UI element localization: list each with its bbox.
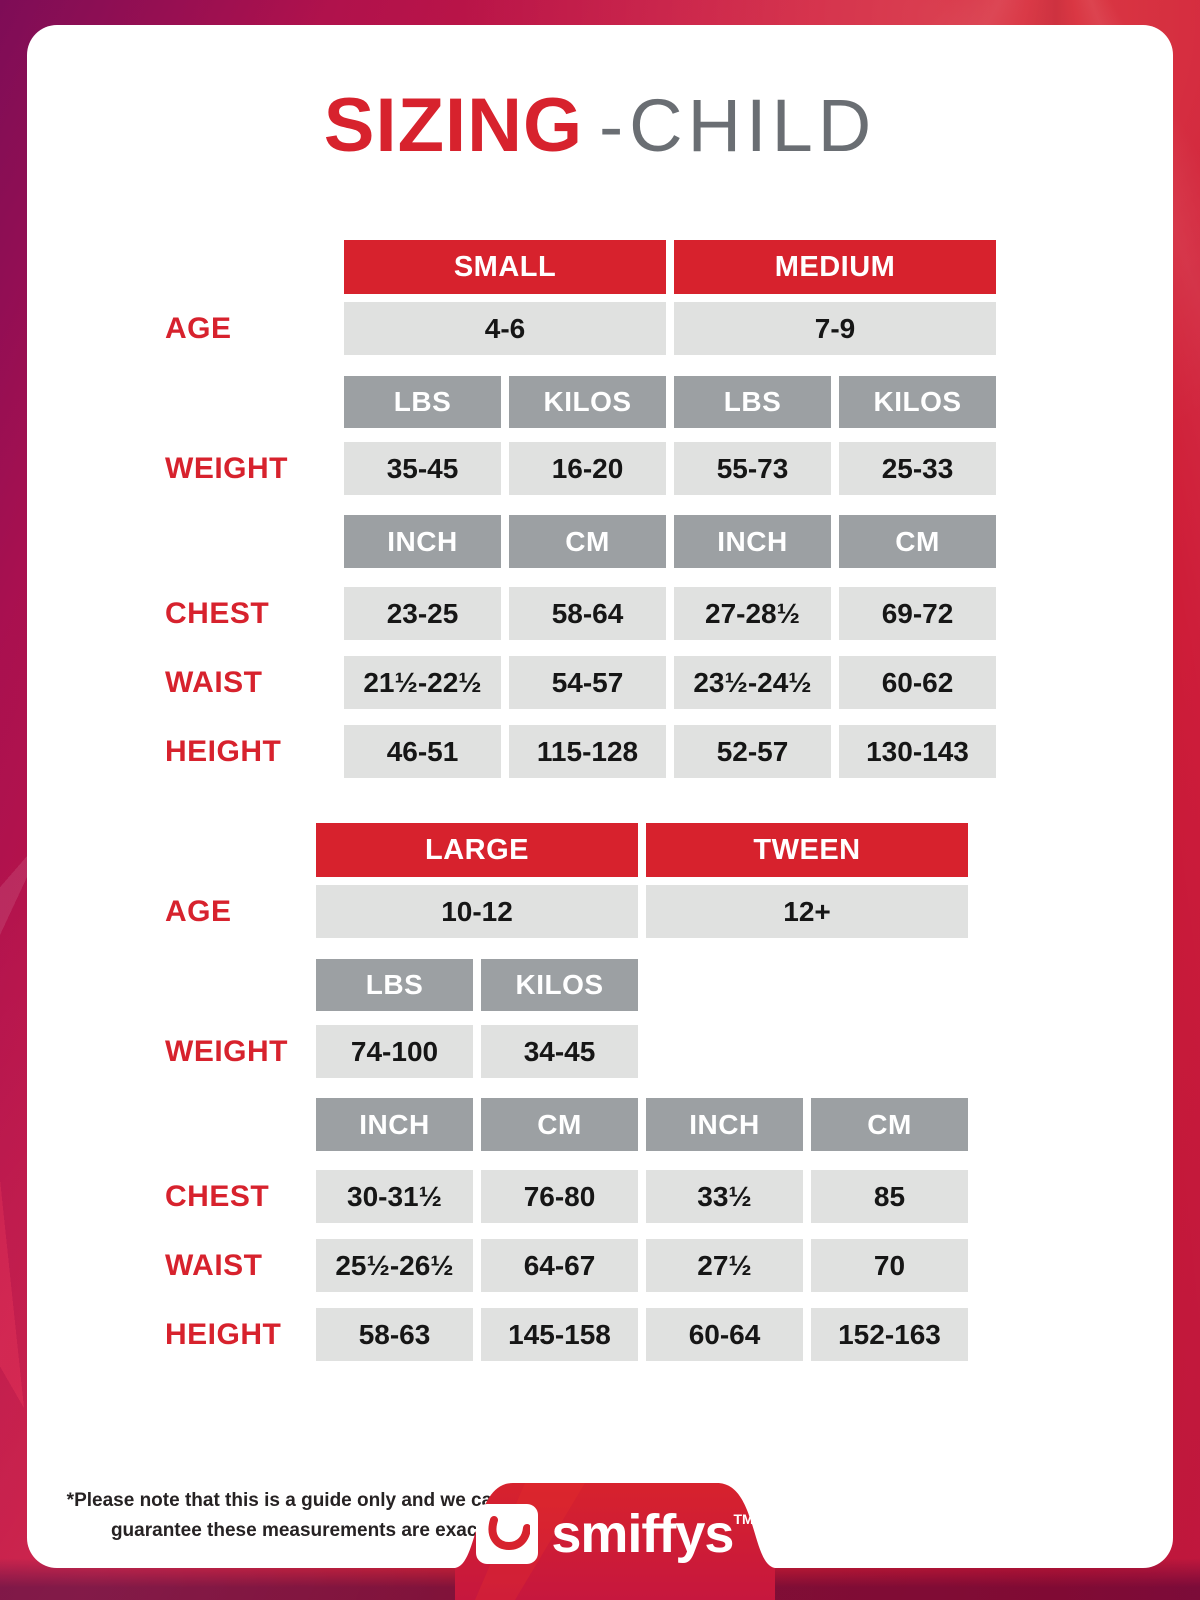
height-value: 60-64	[646, 1308, 803, 1361]
weight-value: 25-33	[839, 442, 996, 495]
title-sizing: SIZING	[323, 83, 584, 168]
age-tween-value: 12+	[646, 885, 968, 938]
chest-value: 27-28½	[674, 587, 831, 640]
height-value: 130-143	[839, 725, 996, 778]
waist-value: 23½-24½	[674, 656, 831, 709]
height-value: 115-128	[509, 725, 666, 778]
waist-label: WAIST	[165, 1248, 263, 1282]
disclaimer-line1: *Please note that this is a guide only a…	[66, 1490, 534, 1511]
chest-value: 30-31½	[316, 1170, 473, 1223]
waist-value: 70	[811, 1239, 968, 1292]
weight-label: WEIGHT	[165, 451, 288, 485]
weight-value: 34-45	[481, 1025, 638, 1078]
unit-header-kilos: KILOS	[509, 376, 666, 428]
unit-header-cm: CM	[481, 1098, 638, 1151]
chest-value: 76-80	[481, 1170, 638, 1223]
sizing-table-large-tween: LARGE TWEEN AGE 10-12 12+ LBS KILOS WEIG…	[165, 823, 968, 1361]
trademark-symbol: TM	[733, 1511, 754, 1527]
unit-header-cm: CM	[509, 515, 666, 568]
waist-value: 54-57	[509, 656, 666, 709]
chest-value: 23-25	[344, 587, 501, 640]
size-header-medium: MEDIUM	[674, 240, 996, 294]
size-header-small: SMALL	[344, 240, 666, 294]
dimension-units-row: INCH CM INCH CM	[165, 515, 996, 568]
label-spacer	[165, 959, 308, 1011]
weight-value: 74-100	[316, 1025, 473, 1078]
brand-logo: smiffysTM	[455, 1503, 775, 1565]
waist-value: 27½	[646, 1239, 803, 1292]
brand-name: smiffysTM	[551, 1503, 753, 1565]
height-label: HEIGHT	[165, 1317, 282, 1351]
weight-label: WEIGHT	[165, 1034, 288, 1068]
brand-logo-tab: smiffysTM	[455, 1483, 775, 1600]
chest-value: 69-72	[839, 587, 996, 640]
smiffys-smile-icon	[476, 1504, 539, 1564]
brand-word: smiffys	[551, 1504, 734, 1564]
label-spacer	[165, 1098, 308, 1151]
weight-value: 16-20	[509, 442, 666, 495]
age-row: AGE 10-12 12+	[165, 885, 968, 938]
sizing-table-small-medium: SMALL MEDIUM AGE 4-6 7-9 LBS KILOS LBS K…	[165, 240, 996, 778]
chest-value: 33½	[646, 1170, 803, 1223]
waist-row: WAIST 25½-26½ 64-67 27½ 70	[165, 1239, 968, 1292]
weight-units-row: LBS KILOS	[165, 959, 968, 1011]
title-separator: -	[599, 87, 624, 167]
unit-header-kilos: KILOS	[481, 959, 638, 1011]
age-row: AGE 4-6 7-9	[165, 302, 996, 355]
chest-value: 85	[811, 1170, 968, 1223]
title-child: CHILD	[629, 84, 877, 167]
weight-value: 55-73	[674, 442, 831, 495]
unit-header-inch: INCH	[344, 515, 501, 568]
height-row: HEIGHT 58-63 145-158 60-64 152-163	[165, 1308, 968, 1361]
unit-header-lbs: LBS	[344, 376, 501, 428]
disclaimer-line2: guarantee these measurements are exact.	[110, 1520, 490, 1542]
unit-header-inch: INCH	[674, 515, 831, 568]
weight-row: WEIGHT 74-100 34-45	[165, 1025, 968, 1078]
height-value: 152-163	[811, 1308, 968, 1361]
age-large-value: 10-12	[316, 885, 638, 938]
label-spacer	[165, 823, 308, 877]
chest-label: CHEST	[165, 596, 270, 630]
waist-row: WAIST 21½-22½ 54-57 23½-24½ 60-62	[165, 656, 996, 709]
dimension-units-row: INCH CM INCH CM	[165, 1098, 968, 1151]
waist-value: 25½-26½	[316, 1239, 473, 1292]
weight-row: WEIGHT 35-45 16-20 55-73 25-33	[165, 442, 996, 495]
label-spacer	[165, 515, 336, 568]
age-label: AGE	[165, 894, 232, 928]
waist-label: WAIST	[165, 665, 263, 699]
label-spacer	[165, 376, 336, 428]
label-spacer	[165, 240, 336, 294]
unit-header-cm: CM	[811, 1098, 968, 1151]
waist-value: 64-67	[481, 1239, 638, 1292]
waist-value: 21½-22½	[344, 656, 501, 709]
disclaimer-note: *Please note that this is a guide only a…	[60, 1486, 540, 1547]
chest-label: CHEST	[165, 1179, 270, 1213]
unit-header-lbs: LBS	[674, 376, 831, 428]
height-value: 58-63	[316, 1308, 473, 1361]
unit-header-inch: INCH	[316, 1098, 473, 1151]
page-title: SIZING -CHILD	[27, 82, 1173, 169]
age-label: AGE	[165, 311, 232, 345]
chest-value: 58-64	[509, 587, 666, 640]
height-value: 52-57	[674, 725, 831, 778]
unit-header-lbs: LBS	[316, 959, 473, 1011]
chest-row: CHEST 23-25 58-64 27-28½ 69-72	[165, 587, 996, 640]
height-label: HEIGHT	[165, 734, 282, 768]
weight-value: 35-45	[344, 442, 501, 495]
weight-units-row: LBS KILOS LBS KILOS	[165, 376, 996, 428]
height-row: HEIGHT 46-51 115-128 52-57 130-143	[165, 725, 996, 778]
chest-row: CHEST 30-31½ 76-80 33½ 85	[165, 1170, 968, 1223]
size-header-tween: TWEEN	[646, 823, 968, 877]
waist-value: 60-62	[839, 656, 996, 709]
height-value: 46-51	[344, 725, 501, 778]
height-value: 145-158	[481, 1308, 638, 1361]
size-header-row: SMALL MEDIUM	[165, 240, 996, 294]
age-medium-value: 7-9	[674, 302, 996, 355]
age-small-value: 4-6	[344, 302, 666, 355]
unit-header-kilos: KILOS	[839, 376, 996, 428]
size-header-large: LARGE	[316, 823, 638, 877]
unit-header-inch: INCH	[646, 1098, 803, 1151]
size-header-row: LARGE TWEEN	[165, 823, 968, 877]
unit-header-cm: CM	[839, 515, 996, 568]
